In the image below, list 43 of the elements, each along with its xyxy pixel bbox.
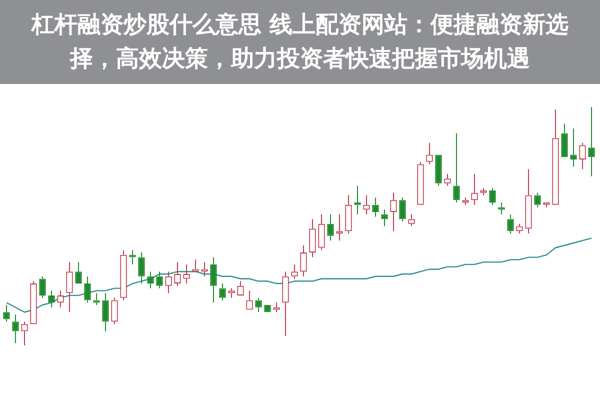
candlestick	[228, 288, 235, 298]
candlestick	[552, 108, 559, 205]
candlestick	[390, 192, 397, 232]
candlestick	[192, 259, 199, 272]
candlestick	[480, 188, 487, 196]
candlestick	[300, 244, 307, 277]
candlestick	[570, 128, 577, 168]
candlestick	[435, 154, 442, 186]
candlestick	[498, 202, 505, 215]
candlestick	[579, 142, 586, 170]
candlestick	[282, 271, 289, 336]
candlestick	[39, 276, 46, 298]
candlestick	[381, 209, 388, 227]
candlestick	[309, 218, 316, 258]
candlestick	[75, 262, 82, 284]
candlestick	[462, 197, 469, 206]
candlestick	[66, 262, 73, 313]
candlestick	[561, 123, 568, 158]
candlestick	[129, 250, 136, 265]
candlestick	[93, 292, 100, 306]
candlestick	[201, 262, 208, 277]
candlestick	[84, 276, 91, 304]
chart-title: 杠杆融资炒股什么意思 线上配资网站：便捷融资新选择，高效决策，助力投资者快速把握市场机遇	[0, 0, 600, 84]
candlestick	[111, 297, 118, 325]
candlestick	[507, 214, 514, 234]
candlestick	[138, 252, 145, 284]
candlestick	[453, 132, 460, 203]
candlestick	[30, 280, 37, 324]
candlestick	[120, 250, 127, 301]
candlestick	[255, 297, 262, 313]
candlestick	[525, 168, 532, 234]
candlestick	[399, 197, 406, 222]
candlestick	[3, 304, 10, 322]
candlestick	[273, 302, 280, 313]
candlestick	[102, 292, 109, 332]
candlestick	[336, 214, 343, 242]
candlestick	[354, 185, 361, 215]
candlestick	[318, 214, 325, 251]
candlestick	[489, 188, 496, 206]
candlestick	[345, 194, 352, 234]
candlestick	[210, 256, 217, 304]
candlestick	[327, 214, 334, 242]
candlestick	[417, 161, 424, 205]
